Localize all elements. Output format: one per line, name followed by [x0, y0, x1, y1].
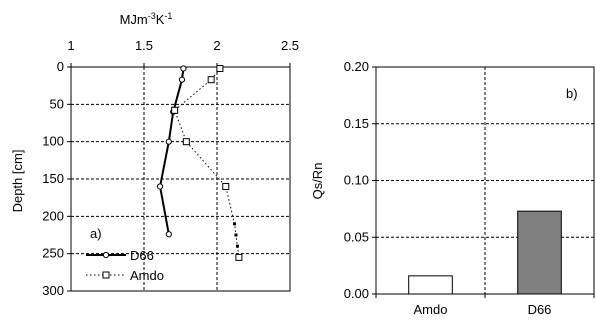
data-point-d66 — [156, 183, 164, 190]
data-point-d66 — [165, 138, 172, 145]
y-tick-label: 50 — [50, 96, 64, 111]
y-axis-label: Depth [cm] — [10, 150, 25, 213]
y-tick-label: 300 — [42, 283, 64, 298]
x-tick-label: D66 — [528, 302, 552, 317]
y-tick-label: 250 — [42, 246, 64, 261]
legend-marker — [102, 251, 110, 259]
x-tick-label: 1.5 — [135, 38, 153, 53]
x-tick-label: 2.5 — [281, 38, 299, 53]
legend-label-amdo: Amdo — [130, 268, 164, 283]
y-tick-label: 100 — [42, 134, 64, 149]
x-axis-title: MJm-3K-1 — [120, 11, 173, 27]
y-tick-label: 0.10 — [344, 173, 369, 188]
data-point-amdo — [207, 76, 215, 84]
panel-label-a: a) — [90, 226, 102, 241]
panel-label-b: b) — [566, 86, 578, 101]
data-point-d66 — [178, 76, 186, 83]
series-line-amdo — [174, 68, 240, 258]
legend-label-d66: D66 — [130, 248, 154, 263]
data-point-amdo — [235, 244, 239, 248]
y-tick-label: 0.15 — [344, 116, 369, 131]
panel-b-bar-chart: Qs/Rn b) 0.00 0.05 0.10 0.15 0.20 Amdo D66 — [310, 59, 595, 317]
y-tick-label: 150 — [42, 171, 64, 186]
data-point-d66 — [165, 231, 172, 238]
x-tick-label: Amdo — [414, 302, 448, 317]
y-tick-label: 0.05 — [344, 229, 369, 244]
x-tick-label: 2 — [213, 38, 220, 53]
data-point-amdo — [182, 138, 190, 146]
y-tick-label: 200 — [42, 208, 64, 223]
bar-d66 — [517, 210, 562, 295]
data-point-amdo — [216, 64, 224, 72]
data-point-amdo — [235, 253, 243, 261]
legend-marker — [102, 271, 110, 279]
data-point-amdo — [234, 233, 238, 237]
panel-a-depth-profile: MJm-3K-1 Depth [cm] a) 1 1.5 2 2.5 0 50 100 150… — [10, 11, 299, 298]
y-axis-label: Qs/Rn — [310, 163, 325, 200]
data-point-amdo — [233, 222, 237, 226]
y-tick-label: 0.20 — [344, 59, 369, 74]
y-tick-label: 0.00 — [344, 286, 369, 301]
data-point-d66 — [180, 65, 187, 72]
data-point-amdo — [222, 182, 230, 190]
bar-amdo — [408, 275, 453, 295]
x-tick-label: 1 — [67, 38, 74, 53]
y-tick-label: 0 — [57, 59, 64, 74]
series-line-d66 — [159, 68, 185, 235]
data-point-amdo — [171, 106, 179, 114]
